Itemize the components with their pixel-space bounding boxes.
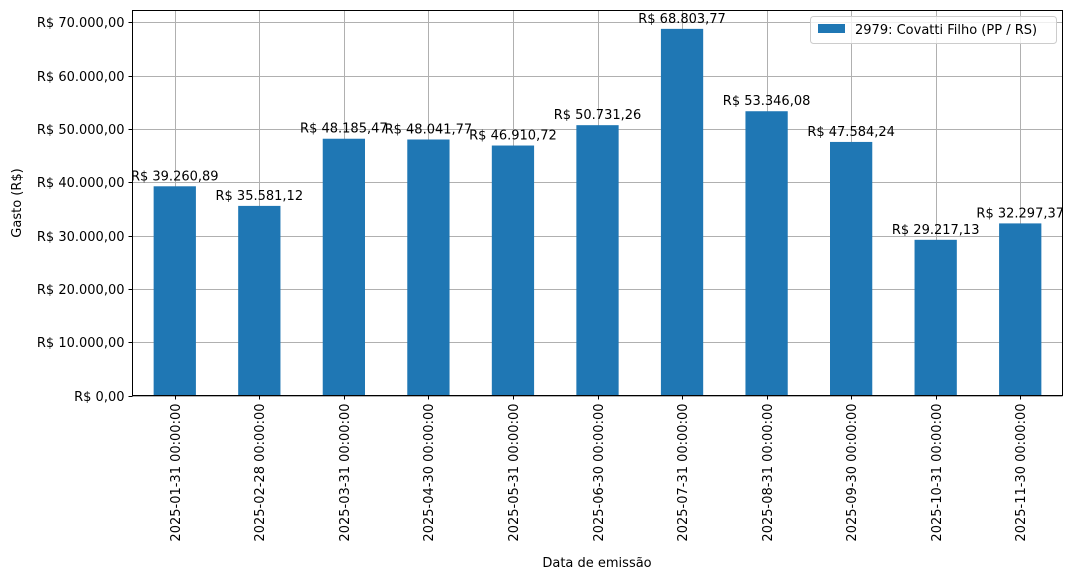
bar-value-labels: R$ 39.260,89R$ 35.581,12R$ 48.185,47R$ 4… bbox=[131, 12, 1064, 238]
x-tick-label: 2025-07-31 00:00:00 bbox=[676, 404, 691, 542]
x-tick-label: 2025-01-31 00:00:00 bbox=[169, 404, 184, 542]
bar-value-label: R$ 53.346,08 bbox=[723, 94, 811, 109]
legend-swatch bbox=[818, 24, 845, 33]
y-tick-label: R$ 30.000,00 bbox=[37, 230, 125, 245]
bar bbox=[914, 239, 957, 396]
bar-value-label: R$ 46.910,72 bbox=[469, 129, 557, 144]
y-tick-label: R$ 70.000,00 bbox=[37, 16, 125, 31]
bar-value-label: R$ 68.803,77 bbox=[638, 12, 726, 27]
bar bbox=[491, 145, 535, 396]
x-tick-label: 2025-02-28 00:00:00 bbox=[253, 404, 268, 542]
x-tick-label: 2025-11-30 00:00:00 bbox=[1014, 404, 1029, 542]
y-tick-label: R$ 40.000,00 bbox=[37, 176, 125, 191]
bar-value-label: R$ 29.217,13 bbox=[892, 223, 980, 238]
bar bbox=[830, 141, 873, 396]
bar bbox=[745, 111, 788, 396]
bar bbox=[407, 139, 450, 396]
legend: 2979: Covatti Filho (PP / RS) bbox=[810, 16, 1057, 44]
bar-value-label: R$ 48.185,47 bbox=[300, 122, 388, 137]
x-tick-label: 2025-06-30 00:00:00 bbox=[592, 404, 607, 542]
bar-value-label: R$ 35.581,12 bbox=[216, 189, 304, 204]
y-tick-label: R$ 50.000,00 bbox=[37, 123, 125, 138]
x-axis: 2025-01-31 00:00:00 2025-02-28 00:00:00 20… bbox=[169, 395, 1029, 542]
plot-frame bbox=[132, 10, 1063, 396]
bar bbox=[153, 186, 196, 396]
bar-value-label: R$ 39.260,89 bbox=[131, 169, 219, 184]
x-tick-label: 2025-09-30 00:00:00 bbox=[845, 404, 860, 542]
bar bbox=[576, 125, 619, 396]
x-axis-title: Data de emissão bbox=[542, 556, 651, 571]
bars bbox=[153, 28, 1042, 396]
bar-value-label: R$ 47.584,24 bbox=[807, 125, 895, 140]
bar bbox=[322, 138, 365, 396]
legend-label: 2979: Covatti Filho (PP / RS) bbox=[855, 23, 1037, 38]
bar-value-label: R$ 48.041,77 bbox=[385, 122, 473, 137]
bar-value-label: R$ 32.297,37 bbox=[976, 206, 1064, 221]
x-tick-label: 2025-05-31 00:00:00 bbox=[507, 404, 522, 542]
x-tick-label: 2025-03-31 00:00:00 bbox=[338, 404, 353, 542]
x-tick-label: 2025-04-30 00:00:00 bbox=[422, 404, 437, 542]
bar bbox=[999, 223, 1042, 396]
y-tick-label: R$ 0,00 bbox=[74, 390, 124, 405]
y-tick-label: R$ 10.000,00 bbox=[37, 336, 125, 351]
x-tick-label: 2025-10-31 00:00:00 bbox=[930, 404, 945, 542]
y-tick-label: R$ 20.000,00 bbox=[37, 283, 125, 298]
y-tick-label: R$ 60.000,00 bbox=[37, 70, 125, 85]
x-tick-label: 2025-08-31 00:00:00 bbox=[761, 404, 776, 542]
y-axis: R$ 0,00 R$ 10.000,00 R$ 20.000,00 R$ 30.000… bbox=[37, 16, 133, 405]
bar-value-label: R$ 50.731,26 bbox=[554, 108, 642, 123]
bar bbox=[660, 28, 704, 396]
bar bbox=[238, 205, 281, 396]
legend-box bbox=[810, 16, 1057, 44]
y-axis-title: Gasto (R$) bbox=[10, 168, 25, 237]
